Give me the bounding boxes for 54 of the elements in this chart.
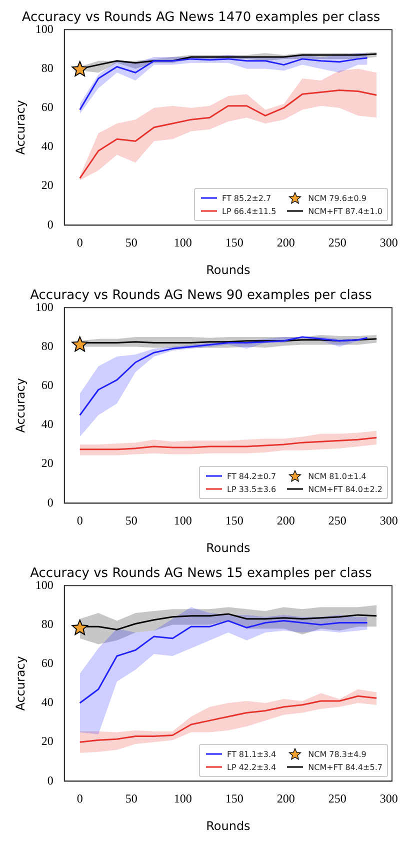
y-tick-label: 20 (41, 456, 54, 470)
y-tick-label: 40 (41, 417, 54, 432)
legend-label: NCM+FT 84.4±5.7 (308, 762, 382, 772)
x-tick-label: 50 (125, 236, 138, 250)
x-tick-label: 100 (174, 792, 192, 806)
legend-label: FT 84.2±0.7 (227, 472, 276, 481)
x-tick-label: 200 (276, 514, 295, 528)
y-tick-label: 0 (47, 217, 54, 232)
x-tick-label: 50 (125, 514, 138, 528)
x-axis-title: Rounds (206, 818, 250, 833)
x-tick-label: 300 (380, 236, 398, 250)
x-tick-label: 0 (76, 514, 83, 528)
y-axis-title: Accuracy (13, 378, 28, 433)
y-tick-label: 0 (47, 495, 54, 510)
y-tick-label: 80 (41, 60, 54, 75)
legend-label: NCM 78.3±4.9 (308, 750, 366, 759)
y-tick-label: 60 (41, 100, 54, 114)
legend-label: NCM+FT 84.0±2.2 (308, 484, 382, 494)
x-tick-label: 150 (225, 514, 244, 528)
y-tick-label: 80 (41, 616, 54, 631)
x-tick-label: 100 (174, 514, 192, 528)
y-tick-label: 40 (41, 139, 54, 154)
y-axis-title: Accuracy (13, 656, 28, 711)
y-tick-label: 40 (41, 695, 54, 710)
x-tick-label: 200 (276, 236, 295, 250)
x-tick-label: 250 (328, 792, 346, 806)
y-tick-label: 60 (41, 656, 54, 670)
x-tick-label: 250 (328, 236, 346, 250)
x-tick-label: 200 (276, 792, 295, 806)
x-tick-label: 250 (328, 514, 346, 528)
x-tick-label: 300 (380, 792, 398, 806)
x-tick-label: 100 (174, 236, 192, 250)
legend-label: LP 66.4±11.5 (222, 206, 276, 216)
legend-label: NCM+FT 87.4±1.0 (308, 206, 382, 216)
y-axis-title: Accuracy (13, 100, 28, 155)
legend-label: NCM 79.6±0.9 (308, 194, 366, 203)
x-axis-title: Rounds (206, 262, 250, 277)
y-tick-label: 0 (47, 773, 54, 788)
legend-label: FT 85.2±2.7 (222, 194, 272, 203)
x-axis-title: Rounds (206, 540, 250, 555)
x-tick-label: 0 (76, 236, 83, 250)
legend-label: FT 81.1±3.4 (227, 750, 276, 759)
x-tick-label: 300 (380, 514, 398, 528)
x-tick-label: 150 (225, 236, 244, 250)
legend-label: NCM 81.0±1.4 (308, 472, 366, 481)
y-tick-label: 80 (41, 338, 54, 353)
y-tick-label: 20 (41, 178, 54, 192)
x-tick-label: 0 (76, 792, 83, 806)
x-tick-label: 50 (125, 792, 138, 806)
y-tick-label: 60 (41, 378, 54, 392)
legend-label: LP 42.2±3.4 (227, 762, 276, 772)
y-tick-label: 20 (41, 734, 54, 748)
x-tick-label: 150 (225, 792, 244, 806)
legend-label: LP 33.5±3.6 (227, 484, 276, 494)
